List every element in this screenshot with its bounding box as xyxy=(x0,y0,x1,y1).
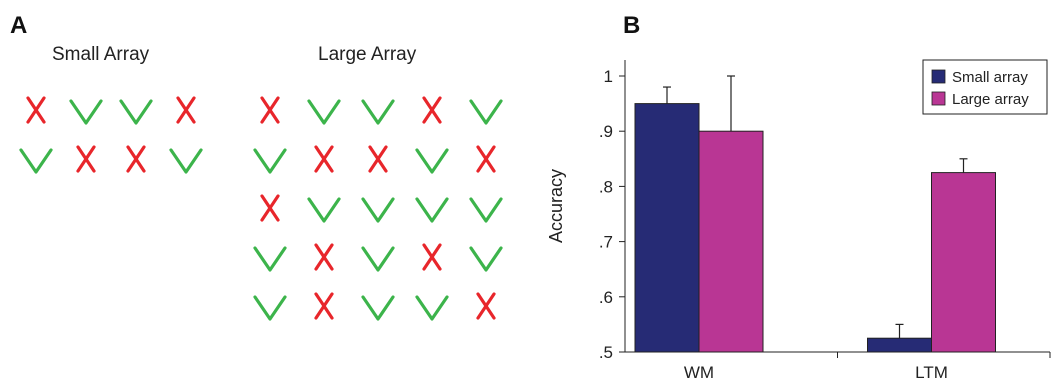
bar-wm-large-array xyxy=(698,130,764,353)
small-array-grid xyxy=(18,92,210,177)
cross-icon xyxy=(168,92,204,128)
check-icon xyxy=(252,141,288,177)
check-icon xyxy=(414,288,450,324)
small-array-title: Small Array xyxy=(52,44,150,65)
cross-icon xyxy=(252,92,288,128)
check-icon xyxy=(252,239,288,275)
cross-icon xyxy=(68,141,104,177)
panel-b-label: B xyxy=(623,12,641,39)
bar-ltm-small-array xyxy=(867,337,932,353)
y-tick-label: .7 xyxy=(599,233,613,252)
y-tick-label: 1 xyxy=(604,67,613,86)
legend-swatch xyxy=(931,69,946,84)
cross-icon xyxy=(306,141,342,177)
x-tick-label: WM xyxy=(684,363,714,382)
cross-icon xyxy=(414,239,450,275)
check-icon xyxy=(468,239,504,275)
cross-icon xyxy=(468,288,504,324)
check-icon xyxy=(252,288,288,324)
cross-icon xyxy=(18,92,54,128)
check-icon xyxy=(118,92,154,128)
x-tick-label: LTM xyxy=(915,363,948,382)
check-icon xyxy=(360,190,396,226)
y-axis-label: Accuracy xyxy=(546,169,566,243)
legend-entry: Small array xyxy=(952,69,1028,86)
cross-icon xyxy=(468,141,504,177)
large-array-grid xyxy=(252,92,504,324)
check-icon xyxy=(414,141,450,177)
accuracy-bar-chart: .5 .6 .7 .8 .9 1 Accuracy WM LTM Small array Large… xyxy=(546,59,1051,382)
check-icon xyxy=(360,288,396,324)
check-icon xyxy=(306,190,342,226)
check-icon xyxy=(168,141,204,177)
cross-icon xyxy=(118,141,154,177)
check-icon xyxy=(468,92,504,128)
panel-a-label: A xyxy=(10,12,28,39)
y-tick-label: .5 xyxy=(599,343,613,362)
cross-icon xyxy=(306,288,342,324)
bar-ltm-large-array xyxy=(931,172,996,353)
bar-wm-small-array xyxy=(634,103,700,353)
legend-entry: Large array xyxy=(952,91,1029,108)
check-icon xyxy=(360,92,396,128)
y-tick-label: .9 xyxy=(599,122,613,141)
check-icon xyxy=(360,239,396,275)
large-array-title: Large Array xyxy=(318,44,417,65)
cross-icon xyxy=(306,239,342,275)
check-icon xyxy=(68,92,104,128)
check-icon xyxy=(18,141,54,177)
check-icon xyxy=(306,92,342,128)
check-icon xyxy=(468,190,504,226)
y-tick-label: .6 xyxy=(599,288,613,307)
check-icon xyxy=(414,190,450,226)
cross-icon xyxy=(360,141,396,177)
legend-swatch xyxy=(931,91,946,106)
cross-icon xyxy=(414,92,450,128)
cross-icon xyxy=(252,190,288,226)
y-tick-label: .8 xyxy=(599,177,613,196)
